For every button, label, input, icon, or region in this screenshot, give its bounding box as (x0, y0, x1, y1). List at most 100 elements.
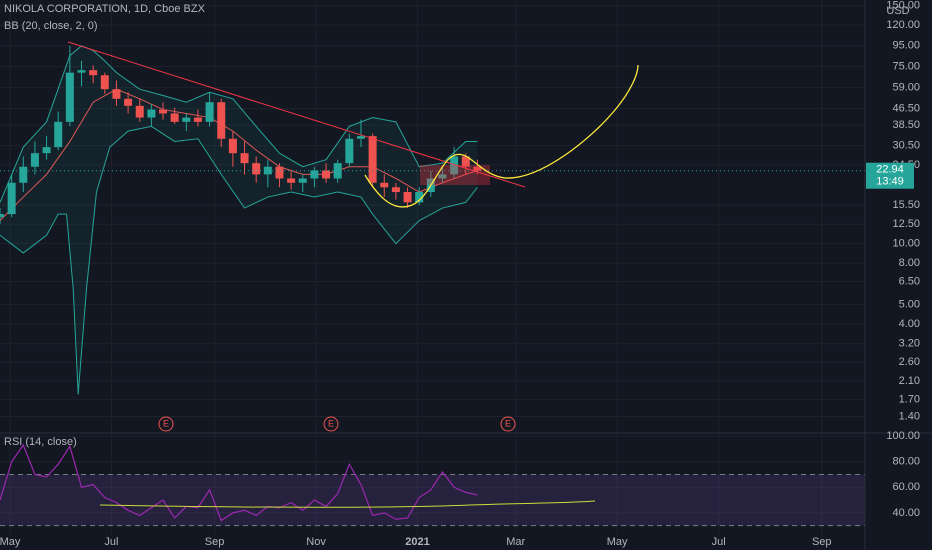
x-tick-label: Sep (205, 536, 225, 548)
candle-body (275, 166, 284, 179)
candle-body (147, 109, 156, 118)
rsi-band (0, 474, 865, 526)
earnings-label: E (505, 418, 511, 428)
candle-body (461, 156, 470, 167)
candle-body (217, 102, 226, 139)
bollinger-band (0, 45, 478, 203)
earnings-marker[interactable] (158, 416, 174, 432)
candle-body (356, 136, 365, 139)
y-tick-label: 2.60 (899, 356, 920, 368)
candle-body (368, 136, 377, 183)
y-tick-label: 12.50 (892, 218, 920, 230)
x-tick-label: Nov (306, 536, 326, 548)
candle-body (228, 138, 237, 154)
earnings-label: E (163, 418, 169, 428)
candle-body (345, 138, 354, 164)
rsi-tick-label: 60.00 (892, 481, 920, 493)
earnings-marker[interactable] (323, 416, 339, 432)
candle-body (322, 170, 331, 179)
candle-body (205, 102, 214, 122)
x-tick-label: Jul (104, 536, 118, 548)
candle-body (42, 147, 51, 154)
y-tick-label: 75.00 (892, 60, 920, 72)
band-fill (0, 45, 478, 395)
y-tick-label: 30.50 (892, 140, 920, 152)
rsi-tick-label: 40.00 (892, 507, 920, 519)
last-price-label: 22.94 (876, 164, 904, 176)
x-tick-label: Jul (712, 536, 726, 548)
y-tick-label: 5.00 (899, 299, 920, 311)
indicator-title: BB (20, close, 2, 0) (4, 20, 98, 32)
y-tick-label: 3.20 (899, 338, 920, 350)
candle-body (298, 178, 307, 183)
y-tick-label: 4.00 (899, 318, 920, 330)
y-tick-label: 120.00 (886, 19, 920, 31)
plot (0, 45, 865, 527)
candle-body (100, 75, 109, 90)
x-tick-label: May (0, 536, 21, 548)
y-tick-label: 150.00 (886, 0, 920, 12)
y-tick-label: 10.00 (892, 238, 920, 250)
candle-body (193, 117, 202, 122)
y-tick-label: 38.50 (892, 119, 920, 131)
candle-body (135, 105, 144, 118)
y-tick-label: 15.50 (892, 199, 920, 211)
bollinger-band (0, 88, 478, 221)
y-tick-label: 1.40 (899, 410, 920, 422)
x-tick-label: May (607, 536, 628, 548)
earnings-label: E (328, 418, 334, 428)
candle-body (310, 170, 319, 179)
candle-body (170, 113, 179, 122)
x-tick-label: Mar (506, 536, 525, 548)
candle-body (159, 109, 168, 114)
candle-body (77, 70, 86, 73)
candle-body (19, 166, 28, 183)
rsi-tick-label: 100.00 (886, 430, 920, 442)
candle-body (7, 182, 16, 215)
candle-body (391, 187, 400, 193)
rsi-drawing (99, 500, 596, 508)
candle-body (403, 192, 412, 203)
candle-body (240, 153, 249, 164)
y-tick-label: 6.50 (899, 275, 920, 287)
candle-body (263, 166, 272, 175)
candle-body (112, 89, 121, 99)
countdown-label: 13:49 (876, 176, 904, 188)
symbol-title: NIKOLA CORPORATION, 1D, Cboe BZX (4, 3, 206, 15)
rsi-title: RSI (14, close) (4, 436, 77, 448)
drawing-curve (364, 64, 639, 208)
bollinger-band (0, 125, 478, 395)
candle-body (30, 153, 39, 167)
candle-body (89, 70, 98, 76)
candle-body (333, 163, 342, 179)
last-price-box (866, 162, 914, 189)
earnings-marker[interactable] (500, 416, 516, 432)
candle-body (252, 163, 261, 175)
y-tick-label: 1.70 (899, 393, 920, 405)
candle-body (0, 214, 4, 218)
x-tick-label: Sep (812, 536, 832, 548)
y-tick-label: 46.50 (892, 103, 920, 115)
candle-body (124, 98, 133, 106)
candle-body (287, 178, 296, 183)
candle-body (450, 156, 459, 175)
candle-body (182, 117, 191, 122)
y-tick-label: 2.10 (899, 375, 920, 387)
y-tick-label: 95.00 (892, 40, 920, 52)
candle-body (473, 166, 482, 171)
candle-body (415, 192, 424, 203)
currency: USD (886, 5, 909, 17)
x-tick-label: 2021 (405, 536, 429, 548)
y-tick-label: 8.00 (899, 257, 920, 269)
rsi-tick-label: 80.00 (892, 456, 920, 468)
rsi-line (0, 443, 478, 522)
candle-body (54, 121, 63, 148)
trend-line (67, 41, 526, 188)
candle-body (380, 182, 389, 188)
earnings-markers: E E E (158, 416, 516, 432)
candle-body (65, 72, 74, 122)
candle-body (438, 174, 447, 179)
